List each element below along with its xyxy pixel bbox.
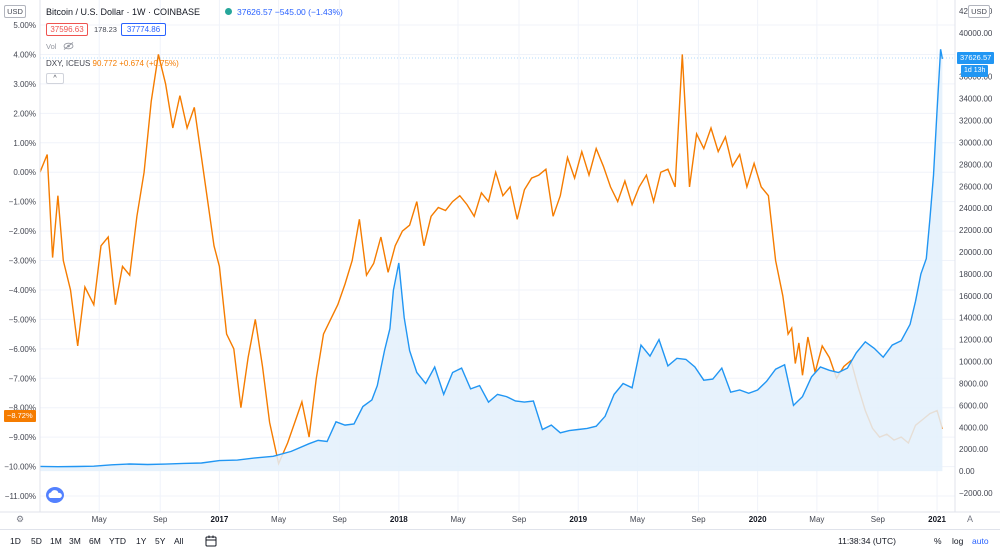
auto-scale-toggle[interactable]: auto — [972, 536, 989, 546]
right-currency-badge[interactable]: USD — [968, 5, 990, 18]
right-tick-label: 4000.00 — [959, 423, 988, 432]
right-axis-settings-icon[interactable]: A — [967, 514, 974, 524]
left-tick-label: 0.00% — [13, 168, 36, 177]
left-tick-label: −9.00% — [9, 433, 36, 442]
timeframe-6m-button[interactable]: 6M — [89, 536, 101, 546]
right-tick-label: 0.00 — [959, 467, 975, 476]
collapse-legend-button[interactable]: ^ — [46, 73, 64, 84]
right-tick-label: 30000.00 — [959, 138, 993, 147]
bottom-toolbar: 1D 5D 1M 3M 6M YTD 1Y 5Y All 11:38:34 (U… — [0, 529, 1000, 553]
right-tick-label: 24000.00 — [959, 204, 993, 213]
right-tick-label: 22000.00 — [959, 226, 993, 235]
x-tick-label: 2018 — [390, 515, 408, 524]
x-tick-label: Sep — [153, 515, 168, 524]
x-tick-label: Sep — [512, 515, 527, 524]
right-tick-label: 8000.00 — [959, 379, 988, 388]
right-tick-label: 18000.00 — [959, 270, 993, 279]
x-tick-label: 2017 — [211, 515, 229, 524]
right-tick-label: 16000.00 — [959, 292, 993, 301]
x-tick-label: May — [92, 515, 107, 524]
timeframe-1d-button[interactable]: 1D — [10, 536, 21, 546]
left-tick-label: 2.00% — [13, 109, 36, 118]
x-tick-label: Sep — [871, 515, 886, 524]
right-tick-label: 26000.00 — [959, 182, 993, 191]
left-tick-label: −10.00% — [4, 463, 36, 472]
symbol-title[interactable]: Bitcoin / U.S. Dollar · 1W · COINBASE — [46, 7, 201, 17]
btc-price-tag: 37626.57 — [957, 52, 995, 64]
x-tick-label: 2019 — [569, 515, 587, 524]
left-percent-axis[interactable]: 5.00% 4.00% 3.00% 2.00% 1.00% 0.00% −1.00% −2.0… — [4, 21, 36, 501]
timeframe-1y-button[interactable]: 1Y — [136, 536, 147, 546]
left-tick-label: 4.00% — [13, 50, 36, 59]
left-tick-label: −6.00% — [9, 345, 36, 354]
left-tick-label: 5.00% — [13, 21, 36, 30]
left-tick-label: −3.00% — [9, 257, 36, 266]
series-layer — [39, 49, 944, 472]
right-tick-label: 14000.00 — [959, 314, 993, 323]
timeframe-1m-button[interactable]: 1M — [50, 536, 62, 546]
right-tick-label: 28000.00 — [959, 160, 993, 169]
left-tick-label: −11.00% — [5, 492, 36, 501]
left-tick-label: −1.00% — [9, 198, 36, 207]
left-tick-label: −2.00% — [9, 227, 36, 236]
timeframe-all-button[interactable]: All — [174, 536, 184, 546]
x-tick-label: 2020 — [749, 515, 767, 524]
timeframe-5d-button[interactable]: 5D — [31, 536, 42, 546]
x-tick-label: 2021 — [928, 515, 946, 524]
x-tick-label: May — [809, 515, 824, 524]
right-tick-label: 2000.00 — [959, 445, 988, 454]
timeframe-5y-button[interactable]: 5Y — [155, 536, 166, 546]
right-tick-label: 10000.00 — [959, 358, 993, 367]
tradingview-cloud-icon[interactable] — [46, 487, 64, 503]
right-tick-label: −2000.00 — [959, 489, 993, 498]
utc-clock[interactable]: 11:38:34 (UTC) — [838, 536, 896, 546]
left-tick-label: −4.00% — [9, 286, 36, 295]
left-tick-label: −7.00% — [9, 374, 36, 383]
left-tick-label: 1.00% — [13, 139, 36, 148]
right-tick-label: 20000.00 — [959, 248, 993, 257]
eye-hidden-icon[interactable] — [63, 42, 74, 50]
x-tick-label: Sep — [333, 515, 348, 524]
dxy-legend-values: 90.772 +0.674 (+0.75%) — [92, 59, 179, 68]
right-tick-label: 12000.00 — [959, 336, 993, 345]
volume-indicator-label[interactable]: Vol — [46, 42, 57, 51]
ask-price-button[interactable]: 37774.86 — [121, 23, 166, 36]
left-tick-label: 3.00% — [13, 80, 36, 89]
bar-countdown-tag: 1d 13h — [961, 65, 989, 77]
right-tick-label: 6000.00 — [959, 401, 988, 410]
dxy-legend[interactable]: DXY, ICEUS 90.772 +0.674 (+0.75%) — [46, 59, 179, 68]
left-tick-label: −5.00% — [9, 315, 36, 324]
log-scale-toggle[interactable]: log — [952, 536, 964, 546]
spread-value: 178.23 — [94, 25, 117, 34]
btc-price-line — [39, 49, 944, 468]
date-range-icon[interactable] — [205, 535, 217, 547]
dxy-line — [39, 54, 944, 466]
bid-price-button[interactable]: 37596.63 — [46, 23, 88, 36]
right-tick-label: 32000.00 — [959, 117, 993, 126]
right-tick-label: 40000.00 — [959, 29, 993, 38]
btc-area-fill — [40, 49, 943, 472]
time-axis[interactable]: May Sep 2017 May Sep 2018 May Sep 2019 May Sep 2020… — [92, 515, 947, 524]
right-tick-label: 34000.00 — [959, 95, 993, 104]
right-usd-axis[interactable]: 42000.0040000.0038000.0036000.0034000.00… — [959, 7, 993, 498]
x-tick-label: May — [450, 515, 465, 524]
market-status-icon — [225, 8, 232, 15]
x-tick-label: May — [630, 515, 645, 524]
left-tick-label: −8.00% — [9, 404, 36, 413]
right-tick-label: 36000.00 — [959, 73, 993, 82]
percent-scale-toggle[interactable]: % — [934, 536, 942, 546]
left-currency-badge[interactable]: USD — [4, 5, 26, 18]
timeframe-ytd-button[interactable]: YTD — [109, 536, 126, 546]
timeframe-3m-button[interactable]: 3M — [69, 536, 81, 546]
dxy-percent-tag: −8.72% — [4, 410, 36, 422]
symbol-price-change: 37626.57 −545.00 (−1.43%) — [237, 7, 343, 17]
dxy-legend-name: DXY, ICEUS — [46, 59, 91, 68]
x-tick-label: May — [271, 515, 286, 524]
x-tick-label: Sep — [691, 515, 706, 524]
left-axis-settings-icon[interactable]: ⚙ — [16, 514, 25, 524]
